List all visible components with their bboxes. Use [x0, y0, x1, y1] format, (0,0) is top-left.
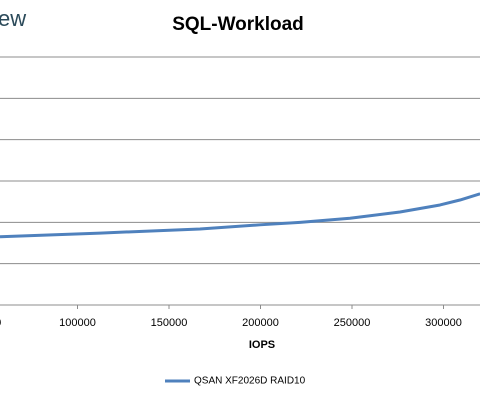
x-tick-label: 300000: [425, 317, 462, 329]
series-line: [0, 192, 480, 239]
x-tick-label: 200000: [242, 317, 279, 329]
x-tick-label: 100000: [59, 317, 96, 329]
x-tick-label: 50000: [0, 317, 1, 329]
x-tick-label: 150000: [151, 317, 188, 329]
logo-fragment: ew: [0, 6, 26, 31]
x-axis-label: IOPS: [249, 339, 275, 351]
x-tick-label: 250000: [334, 317, 371, 329]
legend-label: QSAN XF2026D RAID10: [194, 376, 306, 387]
chart-title: SQL-Workload: [172, 14, 304, 35]
